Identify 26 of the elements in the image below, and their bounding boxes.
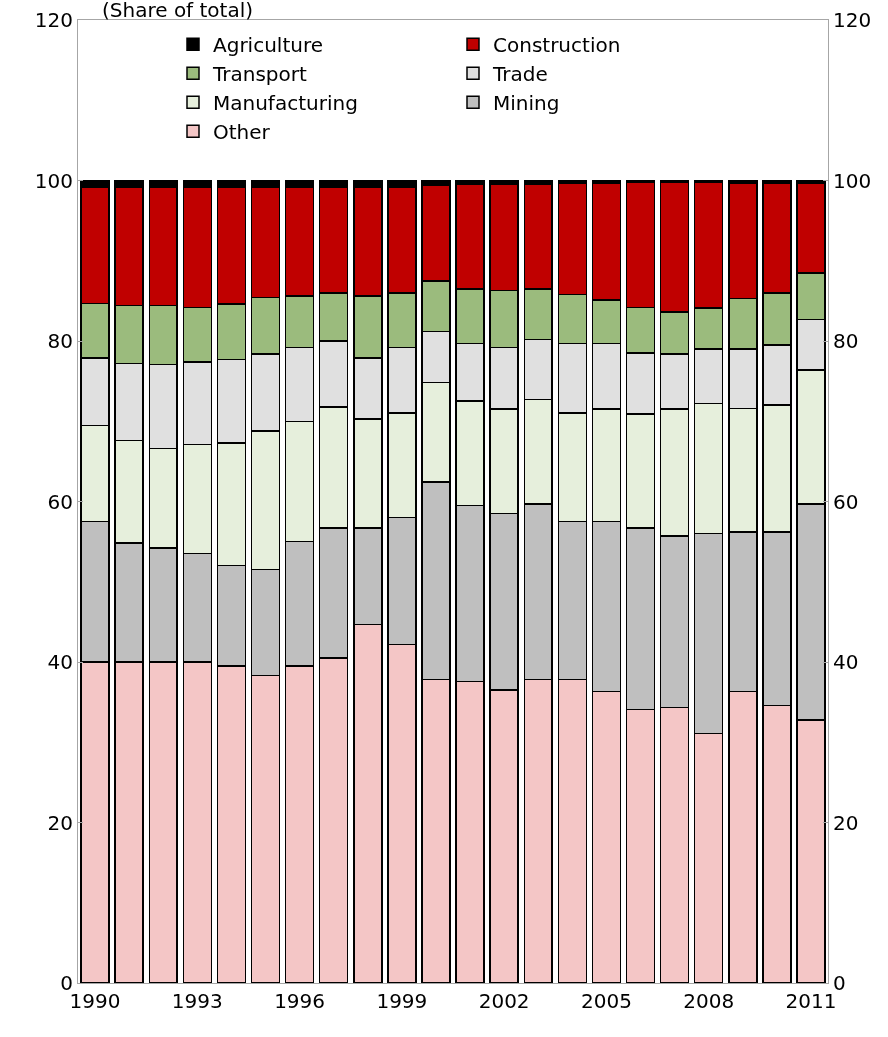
y-tick-label: 20: [47, 810, 73, 835]
chart-title: (Share of total): [102, 0, 254, 22]
legend-label: Mining: [493, 91, 560, 116]
legend-label: Trade: [492, 62, 548, 87]
y-tick-label: 40: [47, 650, 73, 674]
x-tick-label: 2008: [683, 989, 735, 1013]
x-tick-label: 1996: [274, 989, 326, 1013]
legend-label: Construction: [493, 33, 621, 58]
x-tick-label: 2005: [580, 989, 632, 1013]
y2-tick-label: 20: [833, 810, 859, 835]
legend-label: Transport: [212, 62, 308, 87]
y2-tick-label: 100: [833, 168, 872, 193]
y2-tick-label: 40: [833, 650, 859, 674]
y-tick-label: 60: [47, 489, 73, 514]
y2-tick-label: 80: [833, 329, 859, 353]
y2-tick-label: 60: [833, 489, 859, 514]
legend-label: Manufacturing: [213, 91, 358, 116]
y-tick-label: 80: [47, 329, 73, 353]
legend-label: Agriculture: [213, 33, 323, 58]
legend-label: Other: [213, 120, 271, 145]
y-tick-label: 100: [34, 168, 73, 193]
x-tick-label: 2002: [478, 989, 530, 1013]
x-tick-label: 1999: [376, 989, 428, 1013]
x-tick-label: 1993: [171, 989, 223, 1013]
y-tick-label: 120: [34, 8, 73, 32]
y2-tick-label: 120: [833, 8, 872, 32]
